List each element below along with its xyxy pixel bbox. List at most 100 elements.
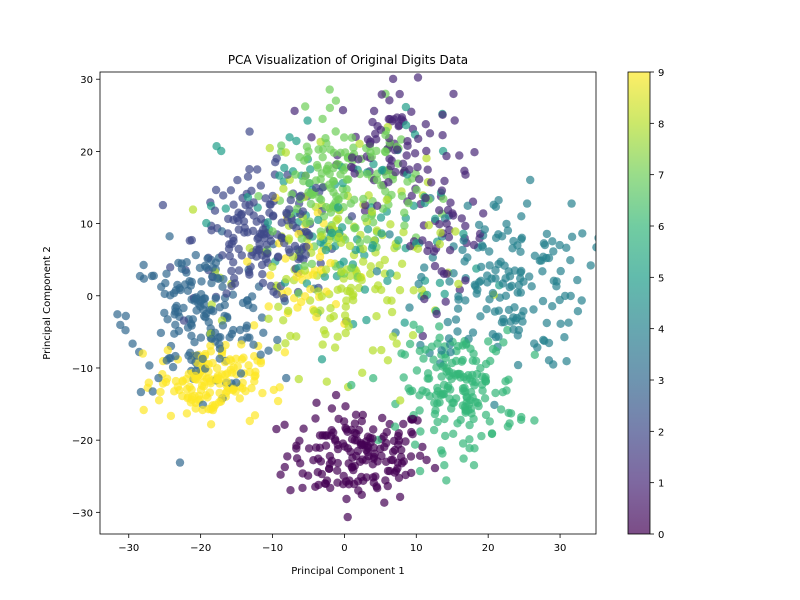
scatter-point-digit-3	[204, 318, 213, 327]
scatter-point-digit-7	[325, 103, 335, 113]
scatter-point-digit-8	[316, 232, 325, 241]
scatter-point-digit-6	[481, 410, 491, 420]
scatter-point-digit-9	[185, 382, 194, 392]
scatter-point-digit-0	[341, 477, 351, 486]
scatter-point-digit-1	[461, 221, 470, 231]
scatter-point-digit-1	[435, 206, 444, 215]
scatter-point-digit-7	[300, 261, 309, 271]
scatter-point-digit-3	[160, 289, 169, 299]
scatter-point-digit-4	[494, 306, 503, 315]
scatter-point-digit-2	[237, 251, 246, 260]
scatter-point-digit-6	[449, 429, 458, 438]
scatter-point-digit-1	[385, 96, 394, 105]
scatter-point-digit-6	[491, 388, 500, 398]
scatter-point-digit-4	[544, 356, 554, 365]
scatter-point-digit-8	[245, 244, 254, 253]
scatter-point-digit-6	[440, 461, 449, 470]
scatter-point-digit-9	[221, 388, 231, 398]
scatter-point-digit-2	[243, 172, 253, 181]
scatter-point-digit-6	[477, 380, 487, 389]
scatter-point-digit-3	[128, 339, 137, 348]
scatter-point-digit-6	[469, 349, 478, 358]
scatter-point-digit-3	[264, 346, 273, 355]
scatter-point-digit-4	[542, 229, 552, 239]
scatter-point-digit-3	[157, 282, 166, 291]
scatter-point-digit-0	[340, 442, 349, 451]
scatter-point-digit-8	[345, 287, 354, 296]
scatter-point-digit-8	[284, 234, 294, 243]
scatter-point-digit-9	[247, 384, 256, 393]
scatter-point-digit-8	[368, 346, 378, 355]
scatter-point-digit-4	[476, 312, 485, 321]
scatter-point-digit-1	[395, 89, 404, 99]
scatter-point-digit-0	[350, 419, 360, 428]
colorbar-tick-label: 0	[658, 530, 664, 541]
scatter-point-digit-0	[313, 468, 322, 477]
scatter-point-digit-8	[409, 286, 418, 295]
scatter-point-digit-2	[248, 226, 258, 236]
scatter-point-digit-3	[182, 268, 191, 277]
scatter-point-digit-8	[399, 228, 408, 237]
scatter-point-digit-2	[254, 233, 263, 242]
scatter-point-digit-8	[345, 241, 355, 251]
scatter-point-digit-4	[526, 175, 535, 185]
scatter-point-digit-0	[334, 414, 343, 424]
scatter-point-digit-8	[188, 205, 198, 214]
scatter-point-digit-0	[371, 472, 380, 481]
colorbar: 0 1 2 3 4 5 6 7 8 9	[627, 68, 664, 541]
scatter-point-digit-8	[454, 279, 463, 289]
scatter-point-digit-2	[298, 207, 308, 216]
scatter-point-digit-4	[385, 230, 394, 239]
scatter-point-digit-9	[154, 396, 164, 405]
scatter-point-digit-0	[380, 442, 389, 452]
scatter-point-digit-6	[470, 381, 479, 390]
scatter-point-digit-8	[386, 220, 395, 229]
colorbar-tick-label: 2	[658, 427, 664, 438]
scatter-point-digit-3	[187, 331, 196, 340]
x-tick-label: −10	[262, 543, 283, 554]
scatter-point-digit-1	[365, 139, 375, 148]
scatter-point-digit-3	[160, 308, 169, 318]
scatter-point-digit-4	[449, 269, 458, 278]
scatter-point-digit-3	[190, 338, 199, 347]
scatter-point-digit-3	[175, 458, 185, 467]
scatter-point-digit-7	[277, 141, 286, 150]
scatter-point-digit-0	[321, 479, 330, 488]
scatter-point-digit-3	[192, 306, 201, 315]
scatter-point-digit-7	[316, 174, 325, 184]
scatter-point-digit-8	[422, 154, 431, 163]
scatter-point-digit-3	[183, 323, 193, 332]
scatter-point-digit-4	[476, 262, 486, 272]
scatter-point-digit-0	[324, 464, 334, 473]
scatter-point-digit-7	[367, 152, 377, 161]
scatter-point-digit-2	[218, 251, 227, 260]
scatter-point-digit-3	[149, 271, 158, 280]
scatter-point-digit-7	[381, 130, 390, 140]
scatter-point-digit-4	[474, 220, 484, 230]
scatter-point-digit-8	[356, 273, 365, 282]
scatter-point-digit-9	[215, 388, 224, 398]
scatter-point-digit-7	[312, 160, 322, 170]
scatter-point-digit-5	[317, 355, 327, 364]
scatter-point-digit-4	[459, 236, 468, 245]
scatter-point-digit-4	[530, 251, 540, 260]
scatter-point-digit-6	[433, 417, 442, 427]
scatter-point-digit-6	[430, 409, 440, 419]
scatter-point-digit-1	[442, 269, 451, 278]
scatter-point-digit-8	[282, 274, 291, 284]
scatter-point-digit-3	[257, 313, 267, 322]
scatter-point-digit-2	[305, 231, 314, 240]
scatter-point-digit-4	[488, 288, 498, 298]
scatter-point-digit-9	[243, 257, 252, 266]
scatter-point-digit-6	[425, 392, 434, 401]
scatter-point-digit-8	[319, 326, 329, 335]
scatter-point-digit-8	[392, 339, 401, 348]
scatter-point-digit-3	[207, 278, 216, 288]
scatter-point-digit-1	[457, 214, 466, 223]
scatter-point-digit-3	[172, 301, 181, 311]
scatter-point-digit-8	[382, 195, 391, 204]
scatter-point-digit-3	[196, 333, 206, 342]
scatter-point-digit-6	[477, 431, 486, 441]
scatter-point-digit-6	[437, 372, 446, 381]
scatter-point-digit-7	[325, 180, 334, 189]
